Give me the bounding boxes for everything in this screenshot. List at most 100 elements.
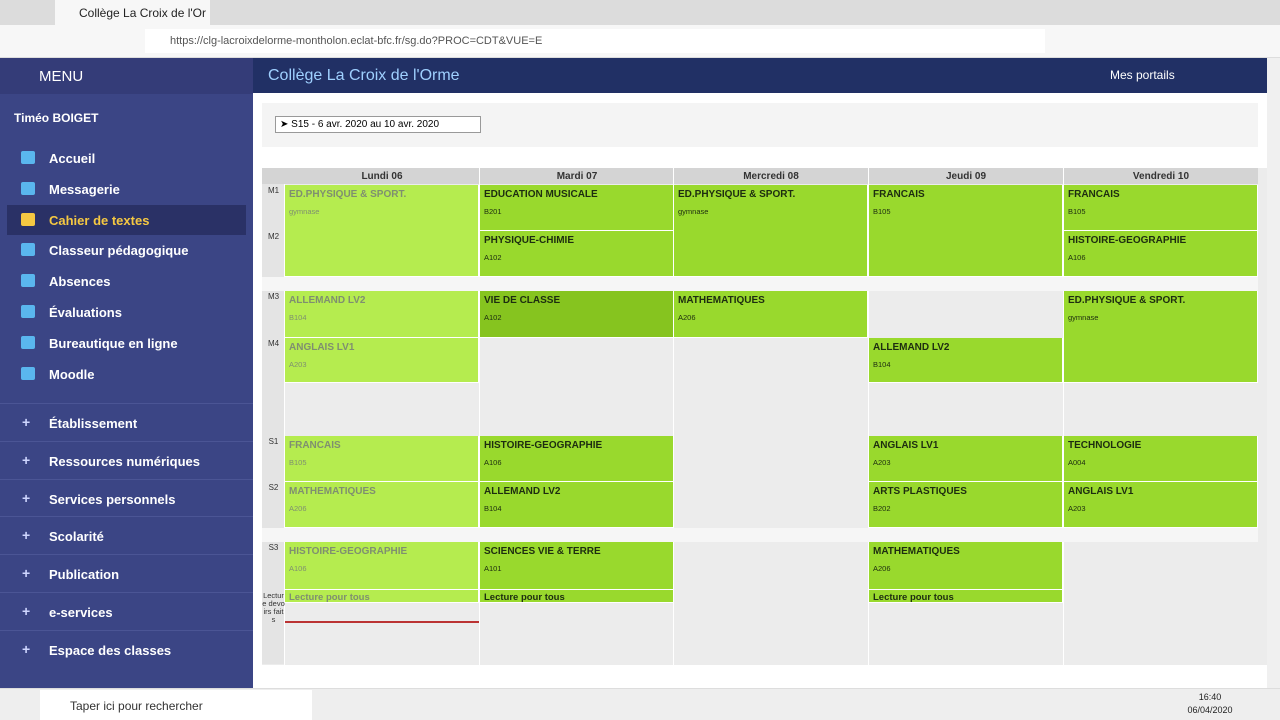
- lesson[interactable]: ED.PHYSIQUE & SPORT. gymnase: [674, 185, 868, 277]
- nav-section[interactable]: + Publication: [0, 554, 253, 592]
- address-bar: https://clg-lacroixdelorme-montholon.ecl…: [0, 25, 1280, 58]
- lesson-subject: ED.PHYSIQUE & SPORT.: [678, 189, 796, 200]
- lesson[interactable]: ALLEMAND LV2 B104: [285, 291, 479, 338]
- clock-time: 16:40: [1198, 692, 1222, 702]
- nav-item[interactable]: Accueil: [0, 143, 253, 173]
- lesson-room: A203: [1068, 504, 1086, 513]
- lesson[interactable]: ARTS PLASTIQUES B202: [869, 482, 1063, 528]
- lesson-room: gymnase: [1068, 313, 1099, 322]
- section-label: Établissement: [49, 416, 138, 431]
- tab-bar: Collège La Croix de l'Or: [0, 0, 1280, 25]
- lesson-subject: ANGLAIS LV1: [873, 440, 939, 451]
- lesson[interactable]: MATHEMATIQUES A206: [285, 482, 479, 528]
- scrollbar[interactable]: [1267, 58, 1280, 688]
- menu-button[interactable]: MENU: [0, 58, 253, 94]
- section-label: e-services: [49, 605, 113, 620]
- nav-section[interactable]: + Scolarité: [0, 516, 253, 554]
- lesson[interactable]: ANGLAIS LV1 A203: [285, 338, 479, 383]
- lesson-room: A203: [873, 458, 891, 467]
- nav-label: Évaluations: [49, 305, 122, 320]
- lesson-room: B105: [1068, 207, 1086, 216]
- nav-item[interactable]: Absences: [0, 266, 253, 296]
- lesson-room: B104: [873, 360, 891, 369]
- lesson-room: A101: [484, 564, 502, 573]
- lesson-subject: MATHEMATIQUES: [873, 546, 960, 557]
- lesson[interactable]: VIE DE CLASSE A102: [480, 291, 674, 338]
- nav-item[interactable]: Messagerie: [0, 174, 253, 204]
- plus-icon: +: [22, 565, 31, 582]
- lesson[interactable]: SCIENCES VIE & TERRE A101: [480, 542, 674, 590]
- lesson[interactable]: TECHNOLOGIE A004: [1064, 436, 1258, 482]
- lesson[interactable]: ALLEMAND LV2 B104: [869, 338, 1063, 383]
- nav-label: Bureautique en ligne: [49, 335, 178, 351]
- slot-label: Lecture devoirs faits: [262, 591, 285, 624]
- lesson-subject: FRANCAIS: [289, 440, 341, 451]
- day-header: Jeudi 09: [869, 168, 1063, 184]
- lesson-room: A102: [484, 253, 502, 262]
- nav-label: Classeur pédagogique: [49, 243, 189, 259]
- nav-item[interactable]: Classeur pédagogique: [0, 235, 253, 265]
- taskbar-search[interactable]: Taper ici pour rechercher: [40, 690, 312, 720]
- clock-date: 06/04/2020: [1187, 705, 1233, 715]
- lesson[interactable]: Lecture pour tous: [869, 590, 1063, 603]
- lesson-room: gymnase: [289, 207, 320, 216]
- lesson-room: A106: [289, 564, 307, 573]
- today-line: [285, 621, 479, 623]
- lesson[interactable]: ANGLAIS LV1 A203: [869, 436, 1063, 482]
- slot-label: S2: [268, 483, 279, 492]
- lesson-subject: PHYSIQUE-CHIMIE: [484, 235, 575, 246]
- site-title[interactable]: Collège La Croix de l'Orme: [268, 67, 460, 84]
- plus-icon: +: [22, 451, 31, 468]
- week-select[interactable]: ➤ S15 - 6 avr. 2020 au 10 avr. 2020: [275, 116, 481, 133]
- browser-tab[interactable]: Collège La Croix de l'Or: [55, 0, 210, 25]
- nav-icon: [21, 366, 35, 380]
- lesson-subject: HISTOIRE-GEOGRAPHIE: [289, 546, 408, 557]
- lesson[interactable]: PHYSIQUE-CHIMIE A102: [480, 231, 674, 277]
- lesson[interactable]: ED.PHYSIQUE & SPORT. gymnase: [285, 185, 479, 277]
- plus-icon: +: [22, 527, 31, 544]
- break-band: [262, 277, 1258, 291]
- lesson[interactable]: EDUCATION MUSICALE B201: [480, 185, 674, 231]
- week-bar: ➤ S15 - 6 avr. 2020 au 10 avr. 2020: [262, 103, 1258, 147]
- lesson[interactable]: Lecture pour tous: [480, 590, 674, 603]
- lesson[interactable]: FRANCAIS B105: [1064, 185, 1258, 231]
- nav-label: Absences: [49, 274, 111, 290]
- lesson-subject: Lecture pour tous: [484, 592, 565, 603]
- nav-section[interactable]: + e-services: [0, 592, 253, 630]
- lesson-subject: FRANCAIS: [873, 189, 925, 200]
- lesson-subject: Lecture pour tous: [873, 592, 954, 603]
- lesson-room: A203: [289, 360, 307, 369]
- lesson[interactable]: Lecture pour tous: [285, 590, 479, 603]
- lesson-room: B202: [873, 504, 891, 513]
- nav-item[interactable]: Évaluations: [0, 297, 253, 327]
- nav-section[interactable]: + Établissement: [0, 403, 253, 441]
- lesson[interactable]: HISTOIRE-GEOGRAPHIE A106: [1064, 231, 1258, 277]
- lesson[interactable]: FRANCAIS B105: [285, 436, 479, 482]
- content: ➤ S15 - 6 avr. 2020 au 10 avr. 2020 Lund…: [253, 93, 1267, 688]
- section-label: Espace des classes: [49, 642, 172, 658]
- lesson-room: A106: [484, 458, 502, 467]
- nav-section[interactable]: + Espace des classes: [0, 629, 253, 668]
- lesson-room: A004: [1068, 458, 1086, 467]
- nav-item[interactable]: Moodle: [0, 359, 253, 389]
- lesson[interactable]: ALLEMAND LV2 B104: [480, 482, 674, 528]
- lesson[interactable]: ED.PHYSIQUE & SPORT. gymnase: [1064, 291, 1258, 383]
- portals-menu[interactable]: Mes portails: [1110, 68, 1175, 82]
- lesson[interactable]: MATHEMATIQUES A206: [869, 542, 1063, 590]
- nav-section[interactable]: + Services personnels: [0, 478, 253, 517]
- top-bar: Collège La Croix de l'Orme Mes portails: [253, 58, 1267, 93]
- lesson[interactable]: FRANCAIS B105: [869, 185, 1063, 277]
- lesson[interactable]: MATHEMATIQUES A206: [674, 291, 868, 338]
- day-column: [1063, 168, 1064, 665]
- nav-item[interactable]: Cahier de textes: [7, 204, 246, 235]
- slot-label: M1: [267, 186, 280, 195]
- lesson[interactable]: HISTOIRE-GEOGRAPHIE A106: [480, 436, 674, 482]
- lesson[interactable]: ANGLAIS LV1 A203: [1064, 482, 1258, 528]
- url-field[interactable]: https://clg-lacroixdelorme-montholon.ecl…: [145, 29, 1045, 53]
- slot-label: S1: [268, 437, 279, 446]
- lesson[interactable]: HISTOIRE-GEOGRAPHIE A106: [285, 542, 479, 590]
- nav-section[interactable]: + Ressources numériques: [0, 440, 253, 479]
- nav-item[interactable]: Bureautique en ligne: [0, 328, 253, 358]
- sidebar: MENU Timéo BOIGET Accueil Messagerie Cahie…: [0, 58, 253, 688]
